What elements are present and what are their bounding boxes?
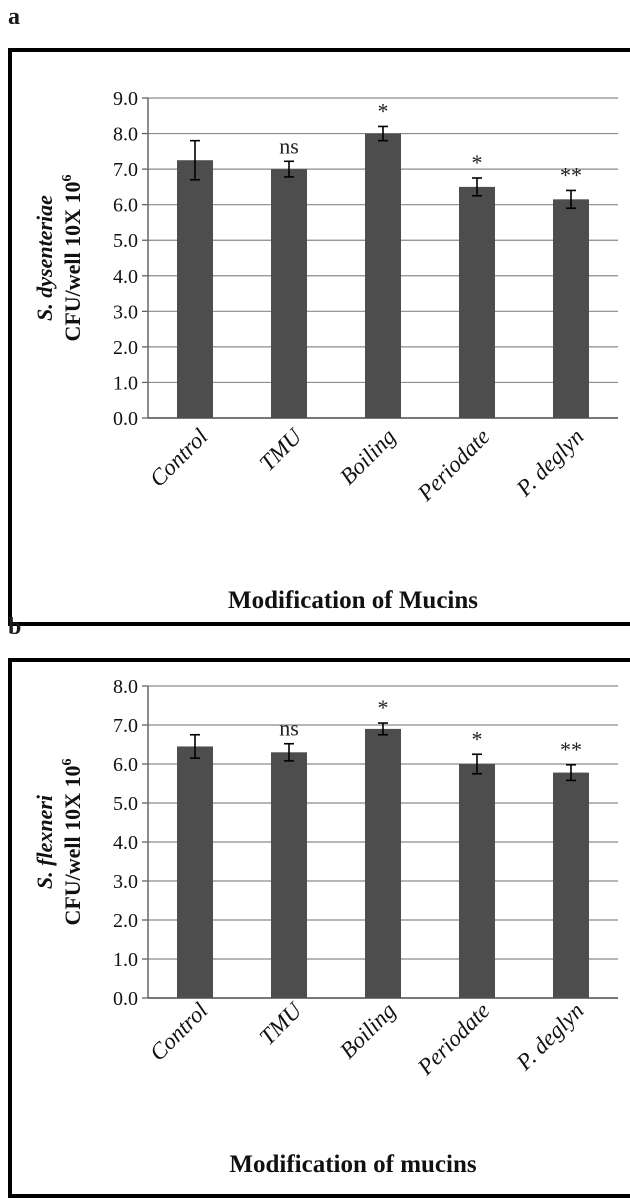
significance-label: * [472, 150, 483, 175]
chart-b-frame [8, 658, 630, 1198]
x-axis-title: Modification of mucins [229, 1151, 476, 1178]
significance-label: ns [279, 716, 299, 741]
bar [553, 772, 589, 998]
bar [177, 746, 213, 998]
chart-a-frame [8, 48, 630, 626]
y-axis-unit-text: CFU/well 10X 10 [60, 765, 85, 925]
x-tick-label: Periodate [412, 998, 495, 1081]
bar [459, 764, 495, 998]
x-tick-label: P. deglyn [511, 998, 589, 1076]
significance-label: * [378, 695, 389, 720]
significance-label: ** [560, 162, 582, 187]
y-tick-label: 4.0 [113, 266, 138, 288]
y-tick-label: 5.0 [113, 793, 138, 815]
x-tick-label: TMU [255, 997, 308, 1050]
significance-label: ** [560, 737, 582, 762]
y-axis-title-unit: CFU/well 10X 106 [60, 758, 85, 925]
panel-b-letter: b [8, 614, 22, 640]
y-tick-label: 5.0 [113, 230, 138, 252]
bar [365, 133, 401, 419]
y-tick-label: 8.0 [113, 124, 138, 146]
panel-a-letter: a [8, 4, 20, 30]
y-axis-unit-text: CFU/well 10X 10 [60, 181, 85, 341]
x-tick-label: Control [145, 998, 213, 1066]
y-axis-title-species: S. dysenteriae [32, 195, 57, 321]
y-tick-label: 1.0 [113, 372, 138, 394]
y-tick-label: 3.0 [113, 871, 138, 893]
significance-label: ns [279, 133, 299, 158]
y-tick-label: 0.0 [113, 988, 138, 1010]
y-tick-label: 6.0 [113, 754, 138, 776]
y-tick-label: 6.0 [113, 195, 138, 217]
y-tick-label: 4.0 [113, 832, 138, 854]
bar [365, 728, 401, 998]
y-tick-label: 2.0 [113, 910, 138, 932]
y-tick-label: 2.0 [113, 337, 138, 359]
y-tick-label: 3.0 [113, 301, 138, 323]
y-axis-title-species: S. flexneri [32, 794, 57, 889]
y-tick-label: 8.0 [113, 676, 138, 698]
bar [177, 160, 213, 418]
y-axis-unit-exponent: 6 [60, 174, 75, 181]
bar [459, 186, 495, 418]
y-tick-label: 7.0 [113, 715, 138, 737]
y-axis-title-unit: CFU/well 10X 106 [60, 174, 85, 341]
y-axis-unit-exponent: 6 [60, 758, 75, 765]
bar [271, 752, 307, 998]
significance-label: * [378, 98, 389, 123]
significance-label: * [472, 726, 483, 751]
y-tick-label: 1.0 [113, 949, 138, 971]
x-tick-label: Boiling [335, 998, 401, 1064]
y-tick-label: 0.0 [113, 408, 138, 430]
x-axis-title: Modification of Mucins [228, 587, 478, 614]
bar [271, 169, 307, 418]
y-tick-label: 9.0 [113, 88, 138, 110]
y-tick-label: 7.0 [113, 159, 138, 181]
bar [553, 199, 589, 418]
